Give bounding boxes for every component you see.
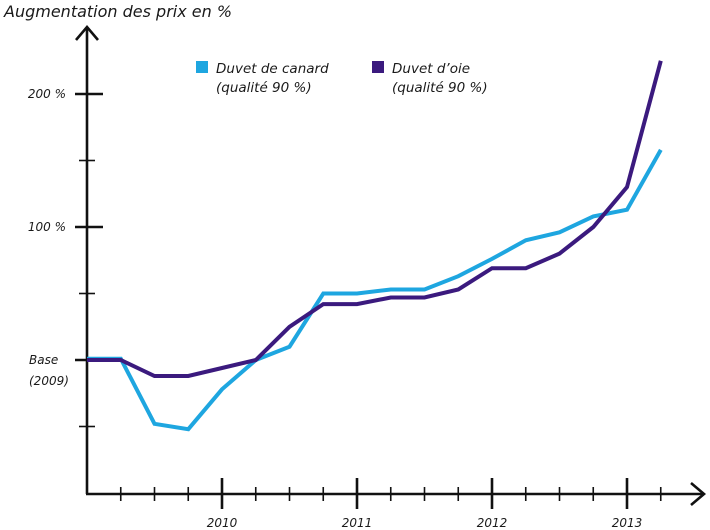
y-ticks: 200 % 100 % Base (2009) [28, 87, 103, 428]
x-tick-label: 2013 [612, 516, 643, 530]
legend: Duvet de canard (qualité 90 %) Duvet d’oie… [196, 61, 488, 96]
series-line-goose-down [87, 60, 663, 378]
y-tick-label: 200 % [28, 87, 66, 101]
legend-label: (qualité 90 %) [216, 80, 312, 96]
x-tick-label: 2011 [342, 516, 373, 530]
y-tick-label: 100 % [28, 220, 66, 234]
legend-label: Duvet de canard [216, 61, 329, 77]
x-tick-label: 2010 [207, 516, 238, 530]
y-axis-arrow [75, 24, 99, 41]
legend-label: Duvet d’oie [392, 61, 470, 77]
legend-swatch [196, 61, 208, 73]
x-ticks: 2010 2011 2012 2013 [119, 478, 662, 530]
y-axis-label: Augmentation des prix en % [3, 2, 232, 21]
axes [75, 24, 707, 506]
x-axis-arrow [690, 482, 707, 506]
series-lines [87, 60, 663, 432]
series-line-duck-down [87, 148, 663, 432]
y-tick-label: (2009) [29, 374, 69, 388]
legend-label: (qualité 90 %) [392, 80, 488, 96]
y-tick-label: Base [29, 353, 58, 367]
legend-swatch [372, 61, 384, 73]
x-tick-label: 2012 [477, 516, 508, 530]
